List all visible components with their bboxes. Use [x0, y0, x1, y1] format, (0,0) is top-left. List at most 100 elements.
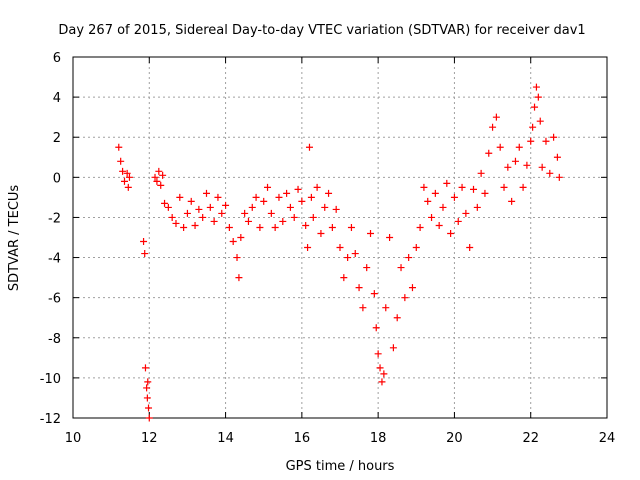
data-point: [450, 193, 458, 201]
data-points: [115, 83, 563, 422]
data-point: [372, 324, 380, 332]
data-point: [439, 203, 447, 211]
x-axis-ticks: 10 12 14 16 18 20 22 24: [65, 57, 616, 446]
data-point: [235, 274, 243, 282]
data-point: [187, 197, 195, 205]
data-point: [477, 169, 485, 177]
data-point: [408, 284, 416, 292]
data-point: [500, 183, 508, 191]
data-point: [183, 209, 191, 217]
data-point: [304, 244, 312, 252]
data-point: [536, 117, 544, 125]
data-point: [294, 185, 302, 193]
data-point: [462, 209, 470, 217]
data-point: [325, 189, 333, 197]
data-point: [206, 203, 214, 211]
data-point: [397, 264, 405, 272]
data-point: [164, 203, 172, 211]
data-point: [159, 171, 167, 179]
data-point: [380, 370, 388, 378]
data-point: [244, 217, 252, 225]
data-point: [203, 189, 210, 197]
data-point: [534, 93, 542, 101]
data-point: [344, 254, 352, 262]
data-point: [140, 238, 148, 246]
data-point: [241, 209, 249, 217]
data-point: [141, 250, 149, 258]
y-tick-label: -2: [48, 211, 61, 226]
data-point: [117, 157, 125, 165]
data-point: [553, 153, 561, 161]
y-tick-label: 6: [53, 51, 61, 66]
data-point: [155, 167, 163, 175]
chart-title: Day 267 of 2015, Sidereal Day-to-day VTE…: [58, 23, 585, 38]
data-point: [529, 123, 537, 131]
data-point: [412, 244, 420, 252]
data-point: [143, 384, 151, 392]
data-point: [309, 213, 317, 221]
data-point: [546, 169, 554, 177]
data-point: [508, 197, 516, 205]
data-point: [153, 177, 161, 185]
data-point: [124, 183, 132, 191]
data-point: [115, 143, 123, 151]
x-tick-label: 12: [141, 431, 158, 446]
y-tick-label: 2: [53, 131, 61, 146]
data-point: [424, 197, 432, 205]
y-tick-label: -8: [48, 332, 61, 347]
data-point: [256, 223, 264, 231]
x-tick-label: 24: [599, 431, 616, 446]
data-point: [195, 205, 203, 213]
data-point: [416, 223, 424, 231]
data-point: [393, 314, 401, 322]
data-point: [542, 137, 550, 145]
data-point: [283, 189, 291, 197]
plot-frame: [72, 56, 608, 419]
data-point: [119, 167, 127, 175]
data-point: [504, 163, 512, 171]
data-point: [496, 143, 504, 151]
data-point: [420, 183, 428, 191]
x-axis-label: GPS time / hours: [286, 459, 395, 474]
data-point: [275, 193, 283, 201]
data-point: [120, 177, 128, 185]
data-point: [267, 209, 275, 217]
x-tick-label: 18: [370, 431, 387, 446]
data-point: [555, 173, 563, 181]
data-point: [386, 234, 394, 241]
data-point: [405, 254, 413, 262]
data-point: [313, 183, 321, 191]
data-point: [458, 183, 466, 191]
data-point: [531, 103, 539, 111]
data-point: [435, 221, 443, 229]
y-tick-label: 0: [53, 171, 61, 186]
data-point: [511, 157, 519, 165]
y-axis-label: SDTVAR / TECUs: [7, 185, 22, 292]
data-point: [443, 179, 451, 187]
data-point: [550, 133, 558, 141]
x-tick-label: 16: [294, 431, 311, 446]
x-tick-label: 20: [446, 431, 463, 446]
data-point: [302, 221, 310, 229]
x-tick-label: 10: [65, 431, 82, 446]
y-tick-label: -6: [48, 292, 61, 307]
data-point: [382, 304, 390, 312]
data-point: [286, 203, 294, 211]
data-point: [363, 264, 371, 272]
data-point: [172, 219, 180, 227]
data-point: [470, 185, 477, 193]
data-point: [328, 223, 336, 231]
data-point: [233, 254, 241, 262]
data-point: [523, 161, 531, 169]
data-point: [359, 304, 367, 312]
data-point: [145, 404, 153, 412]
data-point: [454, 217, 462, 225]
data-point: [199, 213, 207, 221]
data-point: [340, 274, 348, 282]
data-point: [355, 284, 363, 292]
data-point: [466, 244, 474, 252]
data-point: [447, 229, 455, 237]
data-point: [481, 189, 489, 197]
data-point: [145, 414, 153, 422]
data-point: [123, 169, 131, 177]
